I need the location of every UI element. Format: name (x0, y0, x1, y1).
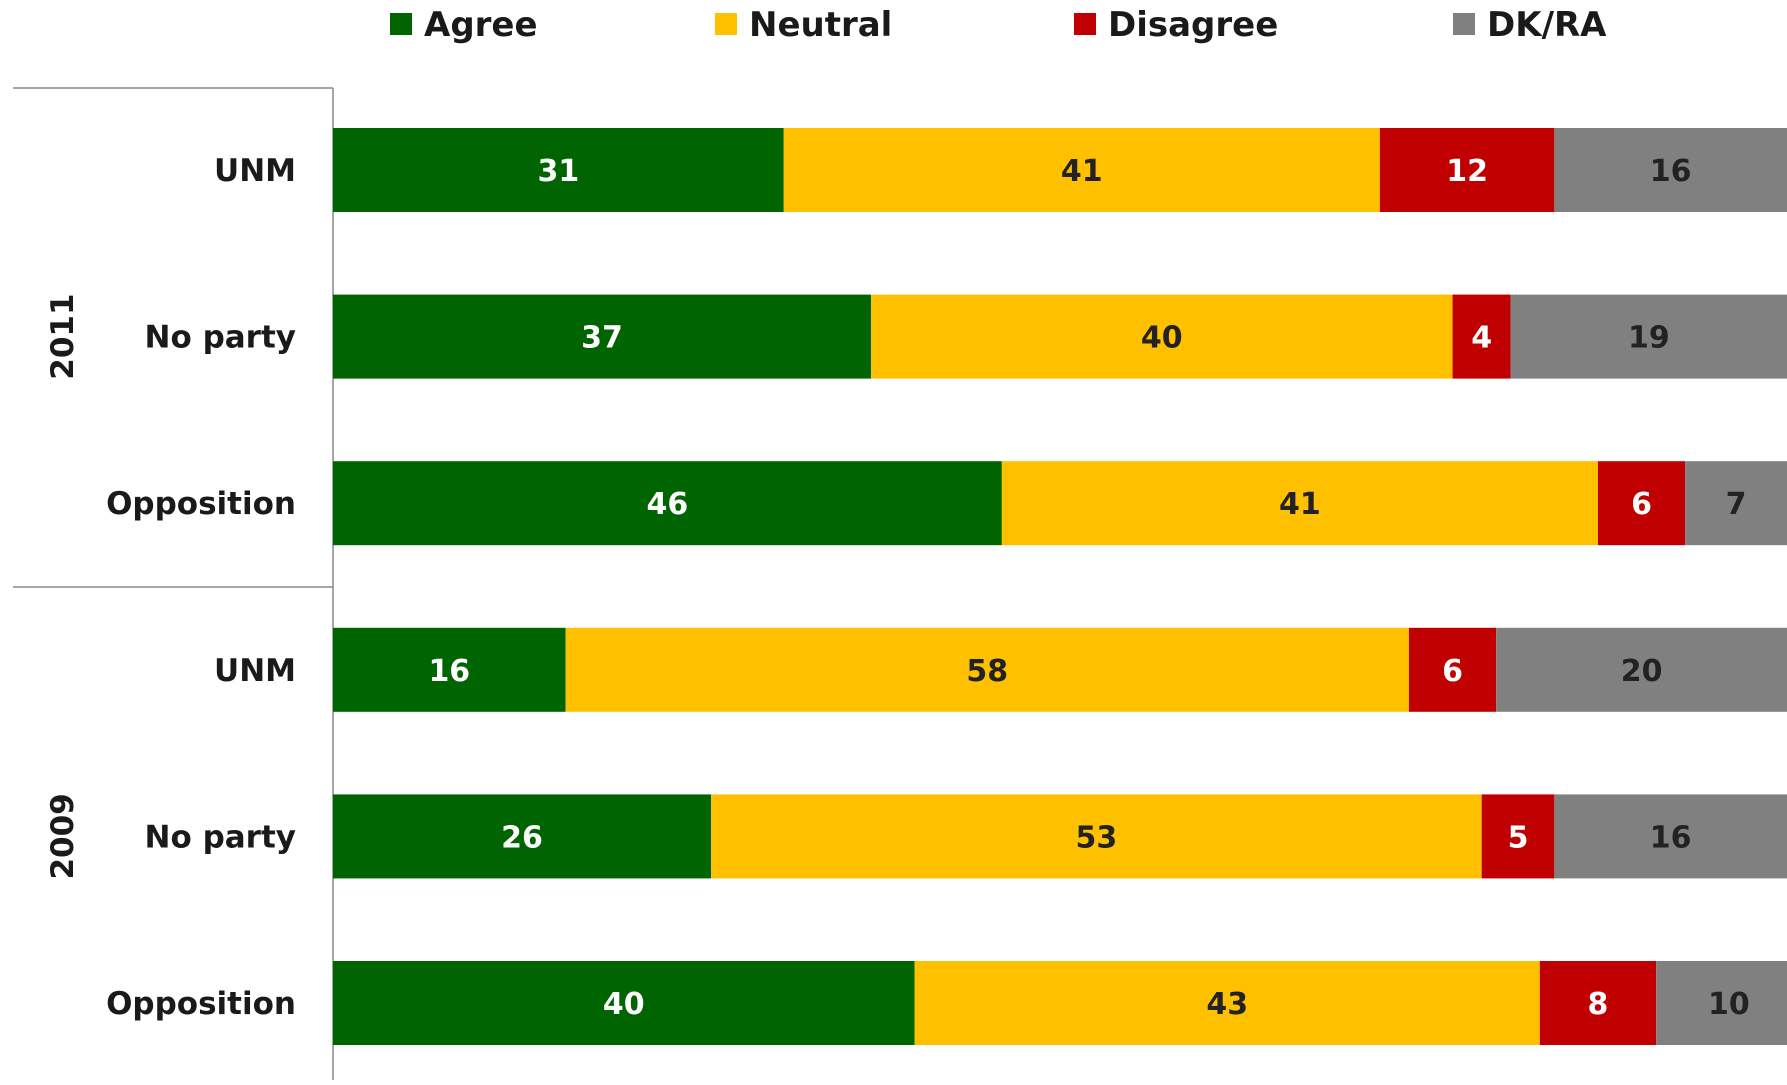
data-label-2011-no-party-dk-ra: 19 (1628, 321, 1670, 356)
data-label-2009-unm-dk-ra: 20 (1621, 654, 1663, 689)
data-label-2011-no-party-disagree: 4 (1471, 321, 1492, 356)
data-label-2009-unm-agree: 16 (428, 654, 470, 689)
category-label-2011-unm: UNM (214, 153, 296, 189)
data-label-2009-no-party-neutral: 53 (1075, 820, 1117, 855)
bar-segment-2011-unm-neutral (783, 128, 1380, 212)
data-label-2011-opposition-disagree: 6 (1631, 487, 1652, 522)
data-label-2011-no-party-agree: 37 (581, 321, 623, 356)
data-label-2011-unm-agree: 31 (537, 154, 579, 189)
data-label-2009-unm-neutral: 58 (966, 654, 1008, 689)
group-label-2009: 2009 (45, 793, 81, 879)
bar-segment-2009-no-party-disagree (1481, 794, 1555, 879)
legend-swatch-agree (390, 13, 412, 35)
bar-segment-2009-unm-dk-ra (1496, 627, 1787, 712)
data-label-2011-unm-disagree: 12 (1446, 154, 1488, 189)
bar-segment-2011-opposition-agree (333, 461, 1002, 546)
data-label-2009-opposition-agree: 40 (603, 987, 645, 1022)
data-label-2011-unm-dk-ra: 16 (1650, 154, 1692, 189)
bar-segment-2009-unm-agree (333, 627, 566, 712)
data-label-2011-opposition-agree: 46 (647, 487, 689, 522)
bar-segment-2011-unm-dk-ra (1554, 128, 1787, 212)
bar-segment-2011-no-party-dk-ra (1510, 294, 1787, 379)
data-label-2009-no-party-disagree: 5 (1508, 820, 1529, 855)
data-label-2009-no-party-agree: 26 (501, 820, 543, 855)
bar-segment-2011-unm-agree (333, 128, 784, 212)
bar-segment-2011-no-party-disagree (1452, 294, 1511, 379)
category-label-2009-opposition: Opposition (106, 986, 296, 1022)
bar-segment-2009-no-party-neutral (711, 794, 1482, 879)
bar-segment-2009-opposition-neutral (914, 961, 1540, 1045)
data-label-2009-opposition-dk-ra: 10 (1708, 987, 1750, 1022)
bar-segment-2009-no-party-dk-ra (1554, 794, 1787, 879)
data-label-2011-unm-neutral: 41 (1061, 154, 1103, 189)
legend-label-dk-ra: DK/RA (1487, 5, 1607, 45)
group-label-2011: 2011 (45, 293, 81, 379)
bar-segment-2011-opposition-neutral (1001, 461, 1598, 546)
data-label-2009-unm-disagree: 6 (1442, 654, 1463, 689)
legend-label-agree: Agree (424, 5, 538, 45)
legend-swatch-dk-ra (1453, 13, 1475, 35)
category-label-2011-opposition: Opposition (106, 486, 296, 522)
bar-segment-2011-opposition-disagree (1597, 461, 1686, 546)
data-label-2009-opposition-neutral: 43 (1206, 987, 1248, 1022)
bar-segment-2009-unm-disagree (1408, 627, 1497, 712)
bar-segment-2011-opposition-dk-ra (1685, 461, 1787, 546)
bar-segment-2011-unm-disagree (1379, 128, 1555, 212)
data-label-2011-opposition-dk-ra: 7 (1726, 487, 1747, 522)
data-label-2009-opposition-disagree: 8 (1588, 987, 1609, 1022)
bar-segment-2011-no-party-agree (333, 294, 871, 379)
category-label-2009-no-party: No party (145, 819, 296, 855)
legend-swatch-disagree (1074, 13, 1096, 35)
bar-segment-2009-opposition-disagree (1539, 961, 1657, 1045)
bar-segment-2011-no-party-neutral (870, 294, 1453, 379)
bar-segment-2009-no-party-agree (333, 794, 712, 879)
data-label-2011-opposition-neutral: 41 (1279, 487, 1321, 522)
bar-segment-2009-opposition-dk-ra (1656, 961, 1787, 1045)
legend-label-disagree: Disagree (1108, 5, 1278, 45)
data-label-2011-no-party-neutral: 40 (1141, 321, 1183, 356)
legend-swatch-neutral (715, 13, 737, 35)
category-label-2011-no-party: No party (145, 320, 296, 356)
bar-segment-2009-unm-neutral (565, 627, 1409, 712)
legend-label-neutral: Neutral (749, 5, 892, 45)
category-label-2009-unm: UNM (214, 653, 296, 689)
bar-segment-2009-opposition-agree (333, 961, 915, 1045)
data-label-2009-no-party-dk-ra: 16 (1650, 820, 1692, 855)
